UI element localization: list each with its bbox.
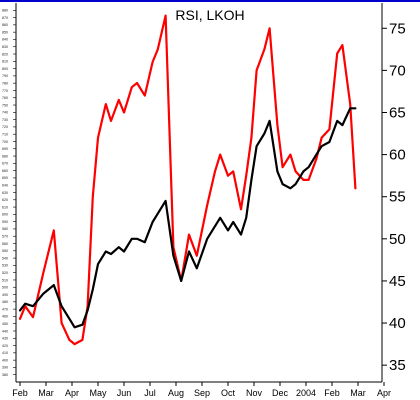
left-tick-label: 400 — [2, 358, 8, 362]
x-tick-label: Nov — [246, 388, 263, 398]
left-tick-label: 420 — [2, 344, 8, 348]
left-tick-label: 720 — [2, 125, 8, 129]
x-tick-label: 2004 — [296, 388, 316, 398]
left-tick-label: 450 — [2, 322, 8, 326]
left-tick-label: 430 — [2, 337, 8, 341]
left-tick-label: 680 — [2, 154, 8, 158]
x-tick-label: Dec — [272, 388, 289, 398]
left-tick-label: 670 — [2, 162, 8, 166]
right-tick-label: 40 — [389, 315, 406, 332]
left-tick-label: 660 — [2, 169, 8, 173]
left-tick-label: 880 — [2, 9, 8, 13]
right-tick-label: 45 — [389, 273, 406, 290]
right-tick-label: 65 — [389, 104, 406, 121]
left-tick-label: 750 — [2, 103, 8, 107]
left-tick-label: 500 — [2, 286, 8, 290]
x-tick-label: Feb — [324, 388, 340, 398]
left-tick-label: 780 — [2, 81, 8, 85]
left-tick-label: 710 — [2, 132, 8, 136]
left-tick-label: 760 — [2, 96, 8, 100]
left-tick-label: 510 — [2, 278, 8, 282]
series-line-red — [18, 14, 357, 346]
x-tick-label: Feb — [12, 388, 28, 398]
left-tick-label: 840 — [2, 38, 8, 42]
x-tick-label: Jun — [117, 388, 132, 398]
left-tick-label: 550 — [2, 249, 8, 253]
series-layer — [18, 14, 357, 346]
x-tick-label: Apr — [377, 388, 391, 398]
right-tick-label: 75 — [389, 20, 406, 37]
left-tick-label: 560 — [2, 242, 8, 246]
left-tick-label: 740 — [2, 111, 8, 115]
right-tick-label: 60 — [389, 147, 406, 164]
chart-title: RSI, LKOH — [175, 7, 244, 23]
left-axis-ticks: 380 390 400 410 420 430 440 450 460 470 480 490 500 5… — [2, 9, 16, 377]
left-tick-label: 650 — [2, 176, 8, 180]
left-tick-label: 800 — [2, 67, 8, 71]
x-axis-ticks: Feb Mar Apr May Jun Jul Aug Sep Oct Nov Dec 2004 Feb… — [12, 382, 391, 398]
x-tick-label: Jul — [144, 388, 156, 398]
x-tick-label: Mar — [38, 388, 54, 398]
left-tick-label: 820 — [2, 52, 8, 56]
right-axis-ticks: 35 40 45 50 55 60 65 70 75 — [382, 20, 406, 374]
left-tick-label: 610 — [2, 205, 8, 209]
series-line-black — [18, 107, 357, 329]
right-tick-label: 35 — [389, 357, 406, 374]
left-tick-label: 390 — [2, 366, 8, 370]
left-tick-label: 520 — [2, 271, 8, 275]
left-tick-label: 480 — [2, 300, 8, 304]
left-tick-label: 630 — [2, 191, 8, 195]
left-tick-label: 620 — [2, 198, 8, 202]
left-tick-label: 700 — [2, 140, 8, 144]
left-tick-label: 470 — [2, 307, 8, 311]
x-tick-label: May — [89, 388, 107, 398]
left-tick-label: 530 — [2, 264, 8, 268]
left-tick-label: 870 — [2, 16, 8, 20]
left-tick-label: 850 — [2, 30, 8, 34]
x-tick-label: Mar — [350, 388, 366, 398]
left-tick-label: 730 — [2, 118, 8, 122]
x-tick-label: Sep — [194, 388, 210, 398]
left-tick-label: 540 — [2, 256, 8, 260]
left-tick-label: 690 — [2, 147, 8, 151]
left-tick-label: 770 — [2, 89, 8, 93]
left-tick-label: 600 — [2, 213, 8, 217]
left-tick-label: 810 — [2, 60, 8, 64]
left-tick-label: 860 — [2, 23, 8, 27]
right-tick-label: 55 — [389, 189, 406, 206]
left-tick-label: 570 — [2, 235, 8, 239]
left-tick-label: 580 — [2, 227, 8, 231]
right-tick-label: 50 — [389, 231, 406, 248]
left-tick-label: 410 — [2, 351, 8, 355]
left-tick-label: 640 — [2, 184, 8, 188]
left-tick-label: 830 — [2, 45, 8, 49]
left-tick-label: 490 — [2, 293, 8, 297]
left-tick-label: 380 — [2, 373, 8, 377]
left-tick-label: 590 — [2, 220, 8, 224]
right-tick-label: 70 — [389, 62, 406, 79]
x-tick-label: Oct — [221, 388, 236, 398]
x-tick-label: Aug — [168, 388, 184, 398]
left-tick-label: 460 — [2, 315, 8, 319]
x-tick-label: Apr — [65, 388, 79, 398]
left-tick-label: 440 — [2, 329, 8, 333]
left-tick-label: 790 — [2, 74, 8, 78]
